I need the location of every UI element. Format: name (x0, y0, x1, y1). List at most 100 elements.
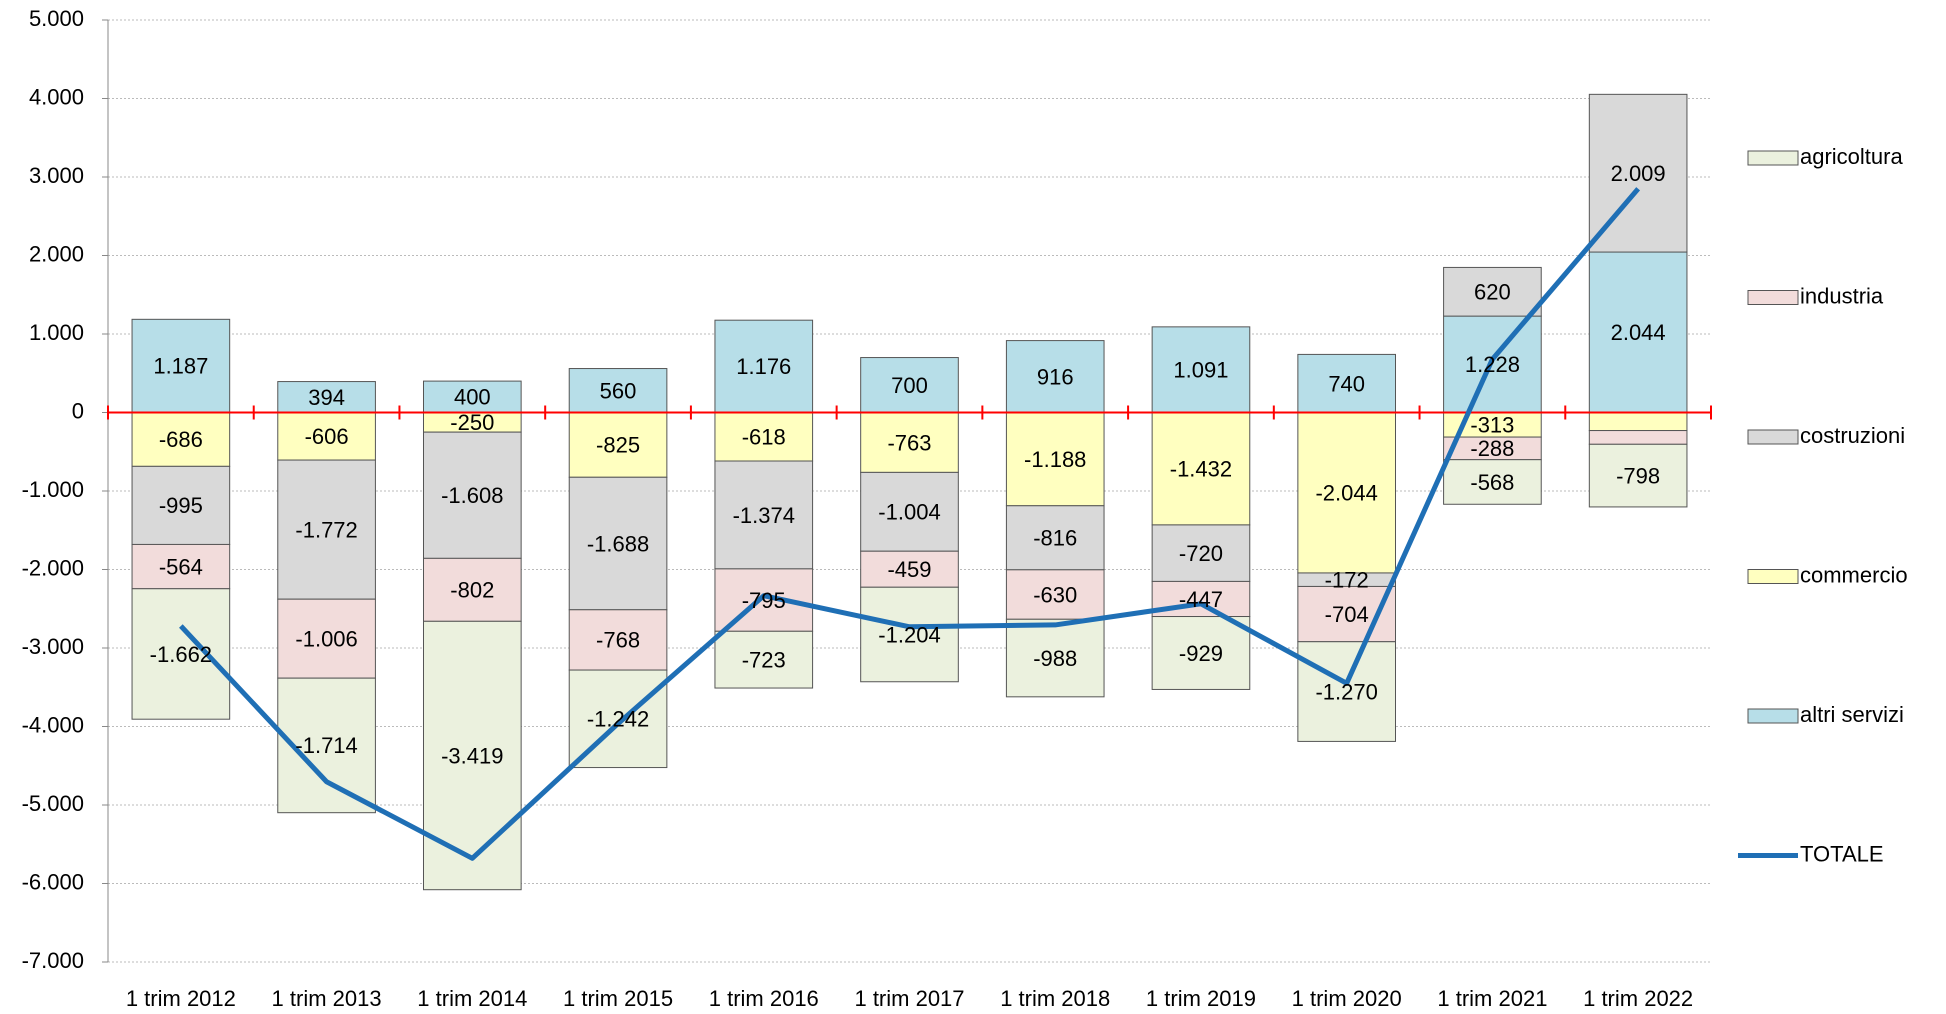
bar-segment (1151, 524, 1251, 582)
bar-segment (1443, 459, 1542, 505)
bar-segment (1297, 412, 1397, 574)
legend-label: costruzioni (1800, 423, 1905, 448)
y-tick-label: 1.000 (29, 320, 84, 345)
x-tick-label: 1 trim 2018 (1000, 986, 1110, 1011)
bar-segment (860, 412, 959, 473)
value-label: -1.374 (733, 503, 795, 528)
value-label: -313 (1470, 413, 1514, 438)
x-tick-label: 1 trim 2020 (1292, 986, 1402, 1011)
value-label: -802 (450, 578, 494, 603)
y-tick-label: 5.000 (29, 6, 84, 31)
value-label: -763 (887, 430, 931, 455)
value-label: 560 (600, 378, 637, 403)
bar-segment (1588, 251, 1688, 413)
legend-label: industria (1800, 283, 1884, 308)
bar-segment (568, 476, 668, 611)
bar-segment (1588, 443, 1688, 508)
value-label: -795 (742, 588, 786, 613)
y-tick-label: -7.000 (22, 948, 84, 973)
y-tick-label: -4.000 (22, 712, 84, 737)
bar-segment (422, 380, 522, 414)
value-label: -618 (742, 425, 786, 450)
bar-segment (1297, 641, 1397, 742)
value-label: -720 (1179, 541, 1223, 566)
y-tick-label: -1.000 (22, 477, 84, 502)
value-label: -606 (305, 424, 349, 449)
value-label: -2.044 (1315, 481, 1377, 506)
bar-segment (568, 368, 668, 414)
value-label: -1.006 (295, 626, 357, 651)
bar-segment (422, 431, 522, 559)
legend-label: TOTALE (1800, 841, 1884, 866)
bar-segment (131, 465, 231, 545)
value-label: -172 (1325, 568, 1369, 593)
legend-swatch (1747, 429, 1799, 445)
bar-segment (1151, 616, 1251, 690)
value-label: 400 (454, 385, 491, 410)
legend-swatch (1747, 150, 1799, 166)
bar-segment (277, 381, 376, 414)
y-tick-label: -2.000 (22, 555, 84, 580)
x-tick-label: 1 trim 2022 (1583, 986, 1693, 1011)
bar-segment (1443, 266, 1542, 317)
value-label: -1.662 (150, 642, 212, 667)
value-label: -1.688 (587, 531, 649, 556)
bar-segment (277, 459, 376, 600)
bar-segment (1005, 412, 1105, 507)
value-label: 1.091 (1173, 357, 1228, 382)
value-label: -723 (742, 647, 786, 672)
value-label: -988 (1033, 646, 1077, 671)
legend-swatch (1747, 708, 1799, 724)
value-label: -250 (450, 410, 494, 435)
value-label: -288 (1470, 436, 1514, 461)
y-tick-label: -6.000 (22, 869, 84, 894)
value-label: -1.432 (1170, 457, 1232, 482)
bar-segment (131, 588, 231, 720)
bar-segment (1005, 618, 1105, 698)
value-label: -1.270 (1315, 679, 1377, 704)
legend-swatch (1747, 569, 1799, 584)
y-tick-label: -5.000 (22, 791, 84, 816)
value-label: 916 (1037, 364, 1074, 389)
value-label: 2.044 (1611, 320, 1666, 345)
legend-label: commercio (1800, 562, 1908, 587)
legend-label: agricoltura (1800, 144, 1903, 169)
value-label: -929 (1179, 641, 1223, 666)
bar-segment (1005, 505, 1105, 571)
value-label: 740 (1328, 371, 1365, 396)
y-tick-label: 0 (72, 398, 84, 423)
value-label: -1.188 (1024, 447, 1086, 472)
value-label: 1.187 (153, 354, 208, 379)
value-label: -1.608 (441, 483, 503, 508)
y-tick-label: -3.000 (22, 634, 84, 659)
x-tick-label: 1 trim 2015 (563, 986, 673, 1011)
value-label: -1.714 (295, 733, 357, 758)
legend-swatch (1747, 290, 1799, 305)
bar-segment (422, 620, 522, 891)
bar-segment (1151, 412, 1251, 526)
value-label: 1.228 (1465, 352, 1520, 377)
y-tick-label: 2.000 (29, 241, 84, 266)
bar-segment (1151, 326, 1251, 414)
bar-segment (1005, 340, 1105, 413)
line-series (179, 187, 1641, 861)
value-label: -1.242 (587, 707, 649, 732)
bar-segment (131, 543, 231, 590)
y-tick-label: 4.000 (29, 84, 84, 109)
bar-segment (568, 412, 668, 478)
x-tick-label: 1 trim 2012 (126, 986, 236, 1011)
value-label: -798 (1616, 463, 1660, 488)
value-label: -816 (1033, 526, 1077, 551)
value-label: 700 (891, 373, 928, 398)
bar-segment (714, 630, 814, 689)
value-label: -768 (596, 628, 640, 653)
value-label: 1.176 (736, 354, 791, 379)
bar-segment (568, 609, 668, 671)
bar-segment (1588, 412, 1688, 432)
value-label: 620 (1474, 280, 1511, 305)
value-label: -564 (159, 554, 203, 579)
bar-segment (714, 568, 814, 632)
bar-segment (277, 412, 376, 461)
value-label: -686 (159, 427, 203, 452)
